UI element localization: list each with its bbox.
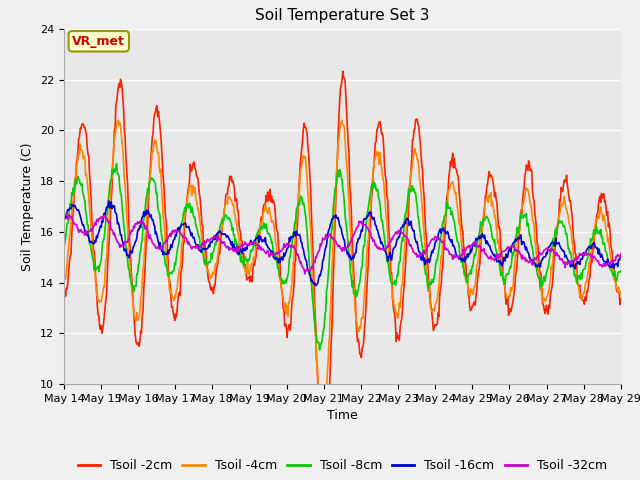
X-axis label: Time: Time: [327, 409, 358, 422]
Title: Soil Temperature Set 3: Soil Temperature Set 3: [255, 9, 429, 24]
Y-axis label: Soil Temperature (C): Soil Temperature (C): [22, 142, 35, 271]
Text: VR_met: VR_met: [72, 35, 125, 48]
Legend: Tsoil -2cm, Tsoil -4cm, Tsoil -8cm, Tsoil -16cm, Tsoil -32cm: Tsoil -2cm, Tsoil -4cm, Tsoil -8cm, Tsoi…: [72, 454, 612, 477]
